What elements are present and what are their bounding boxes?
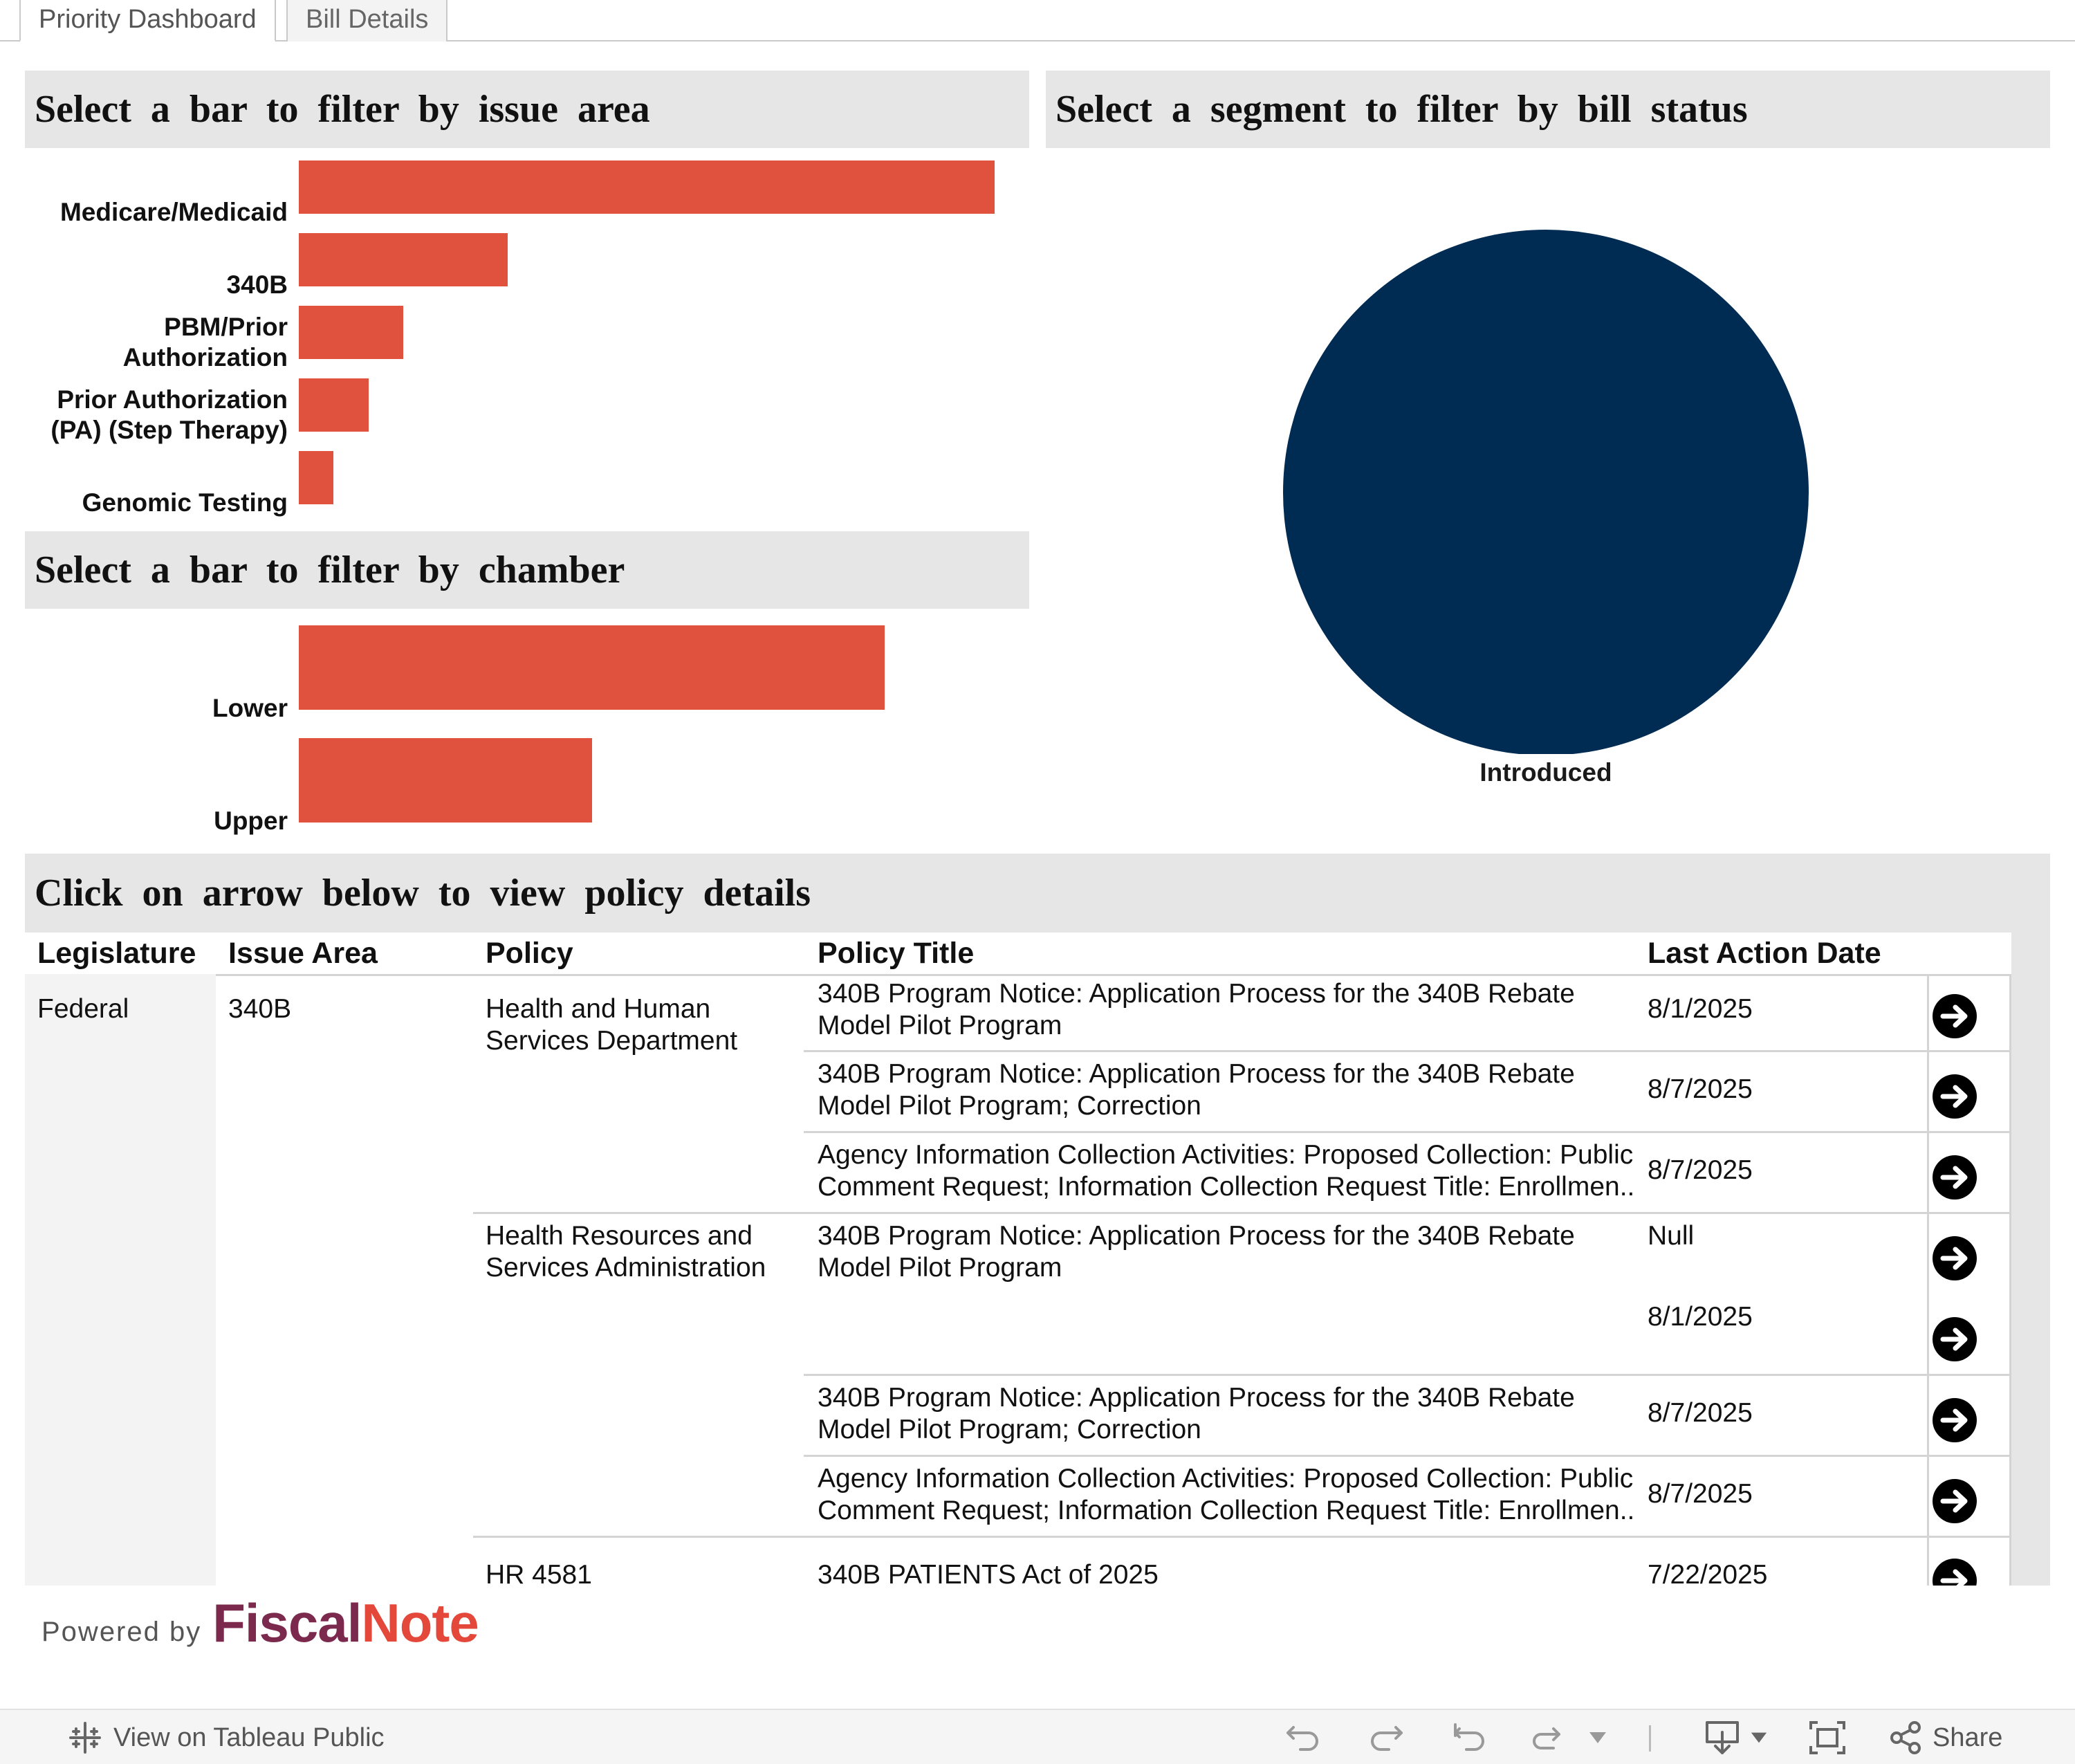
tableau-logo-icon [69,1722,101,1754]
tableau-toolbar: View on Tableau Public Share [0,1709,2075,1764]
bar-label[interactable]: Upper [214,807,288,835]
view-details-arrow-icon[interactable] [1932,993,1977,1039]
column-header-policy-title: Policy Title [818,937,975,970]
view-details-arrow-icon[interactable] [1932,1558,1977,1586]
last-action-date-cell: 8/7/2025 [1648,1479,1753,1509]
row-divider [804,1455,2011,1457]
row-divider [804,1374,2011,1376]
bar[interactable] [299,233,508,286]
bill-status-title: Select a segment to filter by bill statu… [1055,88,1748,131]
view-on-tableau-label: View on Tableau Public [113,1722,385,1752]
last-action-date-cell: 8/1/2025 [1648,1302,1753,1332]
policy-title-cell: 340B Program Notice: Application Process… [818,1383,1575,1444]
header-divider [25,974,2011,976]
redo-icon[interactable] [1367,1720,1405,1755]
bar-label[interactable]: PBM/Prior Authorization [122,313,288,371]
bar-label[interactable]: Lower [212,694,288,722]
powered-by-branding: Powered by Fiscal Note [42,1592,479,1655]
policy-cell: HR 4581 [486,1560,592,1586]
last-action-date-cell: 8/7/2025 [1648,1074,1753,1104]
column-header-policy: Policy [486,937,573,970]
share-icon [1890,1721,1921,1754]
pie-slice-label: Introduced [1479,758,1612,787]
view-details-arrow-icon[interactable] [1932,1235,1977,1281]
policy-title-cell: 340B Program Notice: Application Process… [818,979,1575,1040]
issue-area-title: Select a bar to filter by issue area [35,88,650,131]
policy-title-cell: 340B Program Notice: Application Process… [818,1221,1575,1283]
bill-status-pie-chart [1283,230,1809,754]
legislature-cell: Federal [37,994,129,1024]
download-dropdown-icon[interactable] [1750,1729,1768,1746]
arrow-column-divider [1927,974,1929,1586]
group-divider [473,1212,2011,1214]
bar-label[interactable]: Prior Authorization (PA) (Step Therapy) [50,385,288,444]
policy-title-cell: 340B Program Notice: Application Process… [818,1059,1575,1121]
dropdown-icon[interactable] [1588,1729,1607,1746]
issue-area-cell: 340B [228,994,292,1024]
row-divider [804,1050,2011,1052]
share-button[interactable]: Share [1888,1710,2002,1764]
dashboard-tabs: Priority Dashboard Bill Details [0,0,2075,42]
view-details-arrow-icon[interactable] [1932,1074,1977,1119]
view-details-arrow-icon[interactable] [1932,1316,1977,1362]
table-right-border [2009,974,2011,1586]
column-header-issue-area: Issue Area [228,937,378,970]
view-details-arrow-icon[interactable] [1932,1478,1977,1524]
bar-label[interactable]: Medicare/Medicaid [59,198,288,226]
bar[interactable] [299,738,592,823]
share-label: Share [1933,1722,2003,1752]
pie-slice[interactable] [1283,230,1809,754]
row-divider [804,1131,2011,1133]
powered-by-text: Powered by [42,1617,202,1647]
chamber-title: Select a bar to filter by chamber [35,549,625,591]
revert-icon[interactable] [1450,1720,1488,1755]
bar-label[interactable]: 340B [226,270,288,299]
last-action-date-cell: 8/1/2025 [1648,994,1753,1024]
view-details-arrow-icon[interactable] [1932,1155,1977,1200]
policy-title-cell: Agency Information Collection Activities… [818,1464,1635,1525]
toolbar-separator [1649,1725,1651,1752]
bar[interactable] [299,451,334,504]
policy-table: Legislature Issue Area Policy Policy Tit… [25,932,2011,1586]
last-action-date-cell: 8/7/2025 [1648,1155,1753,1185]
last-action-date-cell: 8/7/2025 [1648,1398,1753,1428]
fiscalnote-logo-part2: Note [361,1592,479,1653]
column-header-legislature: Legislature [37,937,196,970]
issue-area-bar-chart: Medicare/Medicaid 340B PBM/Prior Authorizat… [0,148,1038,517]
view-details-arrow-icon[interactable] [1932,1397,1977,1443]
tab-bill-details[interactable]: Bill Details [286,0,448,42]
policy-cell: Health Resources and Services Administra… [486,1221,766,1283]
legislature-column-bg [25,974,216,1586]
chamber-header: Select a bar to filter by chamber [25,531,1029,609]
last-action-date-cell: 7/22/2025 [1648,1560,1768,1586]
column-header-last-action-date: Last Action Date [1648,937,1881,970]
policy-table-header: Click on arrow below to view policy deta… [25,854,2050,932]
view-on-tableau-public-link[interactable]: View on Tableau Public [66,1710,385,1764]
policy-cell: Health and Human Services Department [486,994,738,1056]
bar-label[interactable]: Genomic Testing [82,488,288,517]
chamber-bar-chart: Lower Upper [0,609,1038,844]
policy-title-cell: 340B PATIENTS Act of 2025 [818,1560,1159,1586]
bar[interactable] [299,306,403,359]
fullscreen-icon[interactable] [1808,1720,1847,1756]
download-icon[interactable] [1703,1720,1742,1756]
bill-status-header: Select a segment to filter by bill statu… [1046,71,2050,148]
last-action-date-cell: Null [1648,1221,1695,1251]
fiscalnote-logo-part1: Fiscal [212,1592,362,1653]
issue-area-header: Select a bar to filter by issue area [25,71,1029,148]
bar[interactable] [299,160,995,214]
group-divider [473,1536,2011,1538]
policy-table-container: Legislature Issue Area Policy Policy Tit… [25,854,2050,1586]
tab-priority-dashboard[interactable]: Priority Dashboard [19,0,276,42]
undo-icon[interactable] [1284,1720,1322,1755]
policy-title-cell: Agency Information Collection Activities… [818,1140,1635,1202]
bar[interactable] [299,378,369,432]
bar[interactable] [299,625,885,710]
refresh-icon[interactable] [1526,1720,1565,1755]
policy-table-title: Click on arrow below to view policy deta… [35,872,811,915]
